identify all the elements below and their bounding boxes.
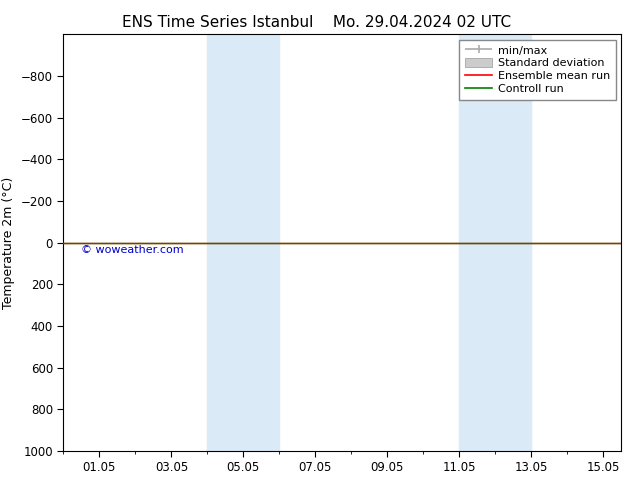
Bar <box>495 34 531 451</box>
Text: ENS Time Series Istanbul    Mo. 29.04.2024 02 UTC: ENS Time Series Istanbul Mo. 29.04.2024 … <box>122 15 512 30</box>
Bar <box>207 34 243 451</box>
Y-axis label: Temperature 2m (°C): Temperature 2m (°C) <box>3 176 15 309</box>
Text: © woweather.com: © woweather.com <box>81 245 184 255</box>
Legend: min/max, Standard deviation, Ensemble mean run, Controll run: min/max, Standard deviation, Ensemble me… <box>459 40 616 100</box>
Bar <box>460 34 495 451</box>
Bar <box>243 34 280 451</box>
